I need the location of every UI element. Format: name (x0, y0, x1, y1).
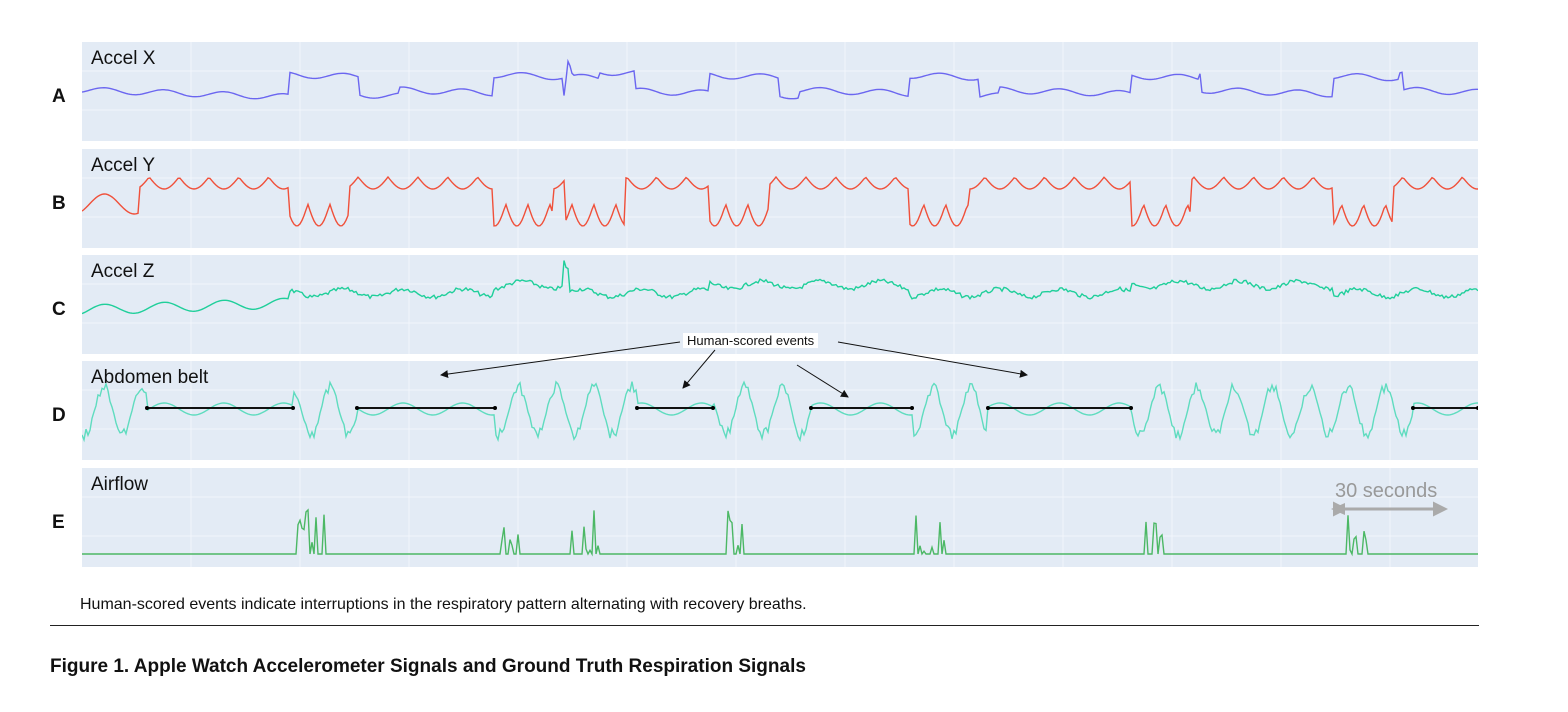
figure-title: Figure 1. Apple Watch Accelerometer Sign… (50, 656, 806, 677)
panel-d: Abdomen belt (82, 361, 1478, 460)
event-start (635, 406, 639, 410)
annotation-arrow (440, 341, 681, 379)
panel-letter: C (52, 299, 66, 320)
event-start (986, 406, 990, 410)
scale-bar-label: 30 seconds (1335, 480, 1438, 502)
event-start (145, 406, 149, 410)
panel-label: Accel Z (91, 261, 155, 282)
events-annotation: Human-scored events (683, 333, 819, 348)
signal-trace (82, 58, 1478, 100)
divider (50, 625, 1479, 626)
panel-label: Accel Y (91, 155, 156, 176)
annotation-arrow (837, 341, 1028, 378)
signal-trace (82, 175, 1478, 227)
signal-trace (82, 508, 1478, 557)
scale-bar-left-head (1331, 503, 1345, 515)
panel-label: Airflow (91, 474, 149, 495)
panel-letter: B (52, 193, 66, 214)
annotation-arrow (796, 364, 849, 398)
figure-caption: Human-scored events indicate interruptio… (80, 596, 807, 613)
event-start (1411, 406, 1415, 410)
event-end (1476, 406, 1478, 410)
panel-letter: D (52, 405, 66, 426)
annotation-arrow (682, 349, 716, 389)
signal-trace (82, 380, 1478, 443)
panel-a: Accel X (82, 42, 1478, 141)
panel-label: Abdomen belt (91, 367, 209, 388)
panel-letter: E (52, 512, 65, 533)
event-end (291, 406, 295, 410)
event-start (809, 406, 813, 410)
event-end (1129, 406, 1133, 410)
event-end (493, 406, 497, 410)
panel-b: Accel Y (82, 149, 1478, 248)
panel-letter: A (52, 86, 66, 107)
event-end (910, 406, 914, 410)
event-start (355, 406, 359, 410)
panel-label: Accel X (91, 48, 156, 69)
event-end (711, 406, 715, 410)
signal-trace (82, 260, 1478, 315)
panel-e: Airflow (82, 468, 1478, 567)
